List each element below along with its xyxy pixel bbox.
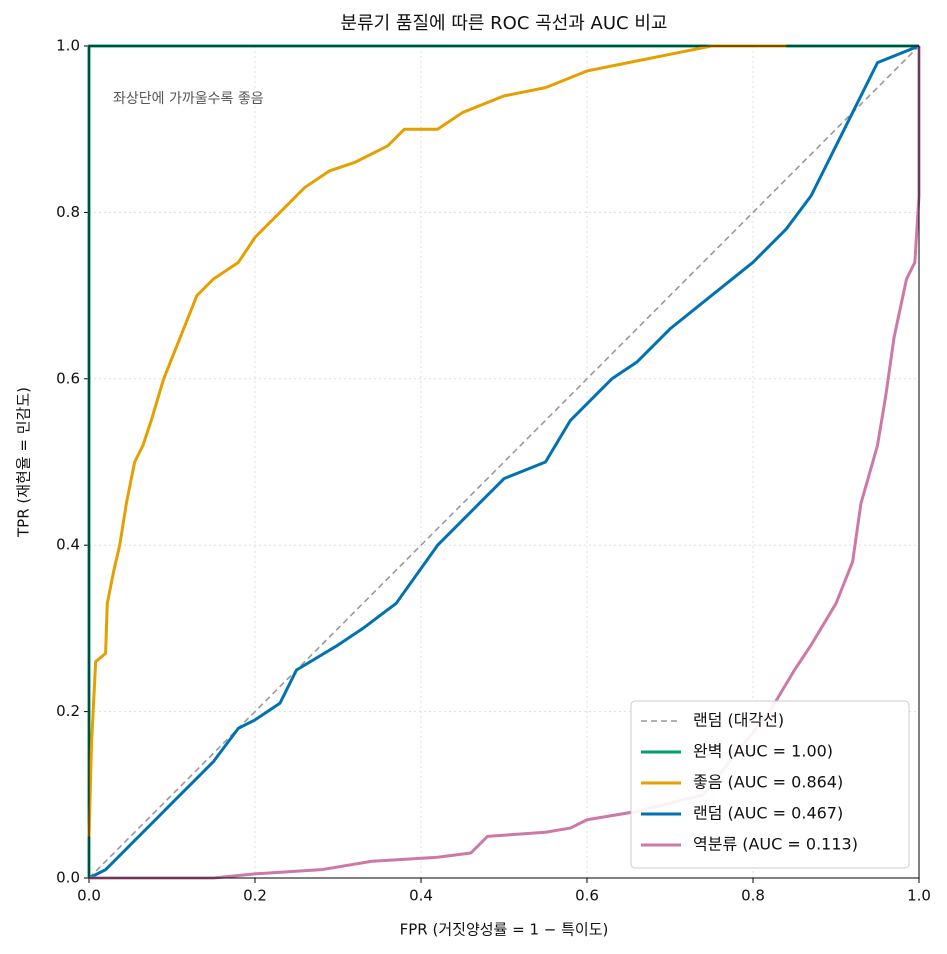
legend-label: 완벽 (AUC = 1.00) <box>693 742 833 761</box>
chart-title: 분류기 품질에 따른 ROC 곡선과 AUC 비교 <box>341 13 668 34</box>
legend-label: 랜덤 (AUC = 0.467) <box>693 804 843 823</box>
y-tick-label: 0.2 <box>56 702 80 720</box>
x-tick-label: 0.4 <box>409 887 433 905</box>
x-tick-label: 1.0 <box>907 887 931 905</box>
y-tick-label: 0.8 <box>56 203 80 221</box>
legend-label: 좋음 (AUC = 0.864) <box>693 773 843 792</box>
roc-line <box>88 45 920 879</box>
x-tick-label: 0.6 <box>575 887 599 905</box>
y-tick-label: 0.0 <box>56 869 80 887</box>
legend-label: 랜덤 (대각선) <box>693 711 784 730</box>
plot-frame <box>88 45 920 879</box>
x-axis-label: FPR (거짓양성률 = 1 − 특이도) <box>400 921 609 939</box>
roc-line <box>87 44 787 837</box>
annotation: 좌상단에 가까울수록 좋음 <box>113 91 264 107</box>
x-tick-label: 0.2 <box>243 887 267 905</box>
roc-line <box>88 44 920 880</box>
legend-box <box>630 700 910 869</box>
y-axis-label: TPR (재현율 = 민감도) <box>15 387 33 538</box>
y-tick-label: 1.0 <box>56 37 80 55</box>
x-tick-label: 0.0 <box>77 887 101 905</box>
x-tick-label: 0.8 <box>741 887 765 905</box>
legend-label: 역분류 (AUC = 0.113) <box>693 835 858 854</box>
y-tick-label: 0.4 <box>56 536 80 554</box>
y-tick-label: 0.6 <box>56 369 80 387</box>
legend: 랜덤 (대각선) 완벽 (AUC = 1.00) 좋음 (AUC = 0.864) 랜… <box>630 700 910 869</box>
